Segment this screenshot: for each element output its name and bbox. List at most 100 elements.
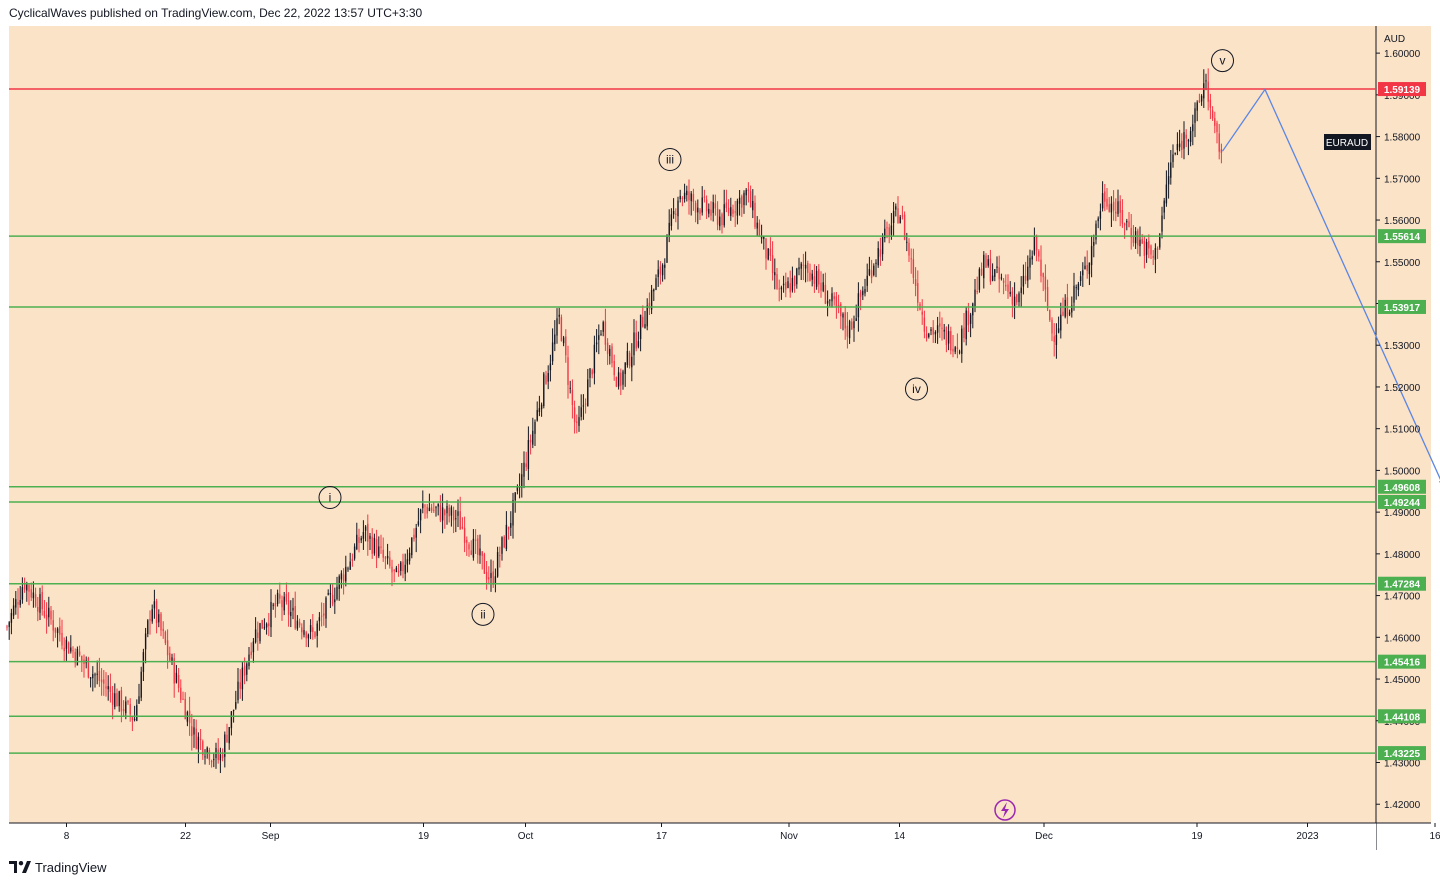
candle-body	[965, 310, 967, 340]
candle-body	[92, 674, 94, 679]
candle-body	[1211, 110, 1214, 119]
candle-body	[1203, 83, 1205, 99]
candle-body	[1152, 255, 1154, 258]
candle-body	[415, 527, 417, 538]
candle-body	[228, 727, 230, 744]
candle-body	[510, 523, 512, 528]
candle-body	[747, 189, 750, 191]
candle-body	[1209, 99, 1212, 108]
candle-body	[767, 248, 769, 260]
candle-body	[175, 672, 178, 683]
candle-body	[65, 639, 68, 649]
candle-body	[1097, 218, 1099, 222]
candle-body	[780, 287, 783, 290]
candle-body	[606, 342, 609, 354]
candle-body	[63, 647, 65, 652]
candle-body	[195, 728, 197, 749]
candle-body	[675, 213, 677, 215]
candle-body	[1156, 248, 1159, 250]
candle-body	[655, 278, 657, 290]
candle-body	[127, 701, 129, 703]
candle-body	[114, 693, 116, 707]
level-tag-label: 1.47284	[1384, 580, 1421, 591]
candle-body	[386, 555, 389, 559]
candle-body	[778, 288, 780, 290]
price-tick-label: 1.55000	[1384, 258, 1421, 269]
candle-body	[910, 258, 912, 260]
candle-body	[1007, 284, 1009, 292]
candle-body	[672, 210, 675, 215]
time-tick-label: Oct	[518, 831, 534, 842]
candle-body	[936, 325, 939, 333]
candle-body	[1200, 95, 1203, 102]
candle-body	[554, 334, 556, 345]
candle-body	[1108, 204, 1110, 212]
candle-body	[626, 351, 629, 366]
lightning-icon[interactable]	[994, 799, 1016, 821]
candle-body	[312, 627, 314, 632]
candle-body	[441, 507, 444, 521]
candle-body	[103, 679, 105, 684]
candle-body	[303, 630, 305, 635]
candle-body	[1077, 283, 1080, 290]
candle-body	[978, 269, 981, 290]
candle-body	[864, 288, 866, 294]
candle-body	[866, 275, 868, 286]
candle-body	[1051, 319, 1053, 334]
candle-body	[61, 632, 63, 646]
candle-body	[521, 474, 523, 488]
candle-body	[204, 756, 206, 758]
candle-body	[70, 647, 72, 652]
candle-body	[1141, 238, 1143, 244]
candle-body	[305, 632, 307, 639]
candle-body	[470, 550, 472, 555]
candle-body	[327, 593, 329, 595]
candle-body	[287, 600, 290, 615]
candle-body	[28, 584, 30, 592]
candle-body	[514, 492, 516, 501]
candle-body	[738, 197, 741, 204]
price-tick-label: 1.52000	[1384, 383, 1421, 394]
candle-body	[173, 658, 175, 684]
candle-body	[158, 614, 160, 623]
level-tag-background	[1378, 746, 1426, 761]
price-tick-label: 1.56000	[1384, 216, 1421, 227]
candle-body	[202, 741, 204, 756]
candle-body	[837, 305, 840, 307]
candle-body	[815, 270, 818, 287]
level-tag-background	[1378, 709, 1426, 724]
candle-body	[556, 318, 558, 336]
candle-body	[100, 679, 103, 683]
candle-body	[1035, 235, 1038, 251]
candle-body	[1216, 122, 1218, 133]
price-tick-label: 1.51000	[1384, 425, 1421, 436]
candle-body	[899, 216, 901, 224]
candle-body	[972, 303, 974, 316]
candle-body	[681, 197, 684, 200]
candle-body	[833, 296, 835, 300]
candle-body	[309, 625, 312, 632]
candle-body	[1055, 334, 1058, 346]
candle-body	[851, 321, 853, 330]
candle-body	[807, 263, 809, 273]
time-tick-label: 2023	[1296, 831, 1319, 842]
candle-body	[769, 248, 772, 256]
footer-brand[interactable]: TradingView	[9, 858, 107, 876]
candle-body	[1073, 285, 1075, 303]
candle-body	[921, 311, 923, 315]
candle-body	[631, 356, 633, 368]
candle-body	[1082, 270, 1084, 276]
candle-body	[424, 505, 426, 507]
candle-body	[558, 314, 560, 317]
candle-body	[1183, 132, 1185, 149]
candle-body	[1196, 102, 1198, 111]
candle-body	[435, 507, 437, 509]
candle-body	[492, 571, 494, 585]
candle-body	[584, 403, 587, 405]
candle-body	[670, 214, 673, 226]
candle-body	[444, 510, 446, 516]
candle-body	[892, 210, 895, 224]
candle-body	[532, 430, 534, 445]
candle-body	[820, 282, 822, 291]
